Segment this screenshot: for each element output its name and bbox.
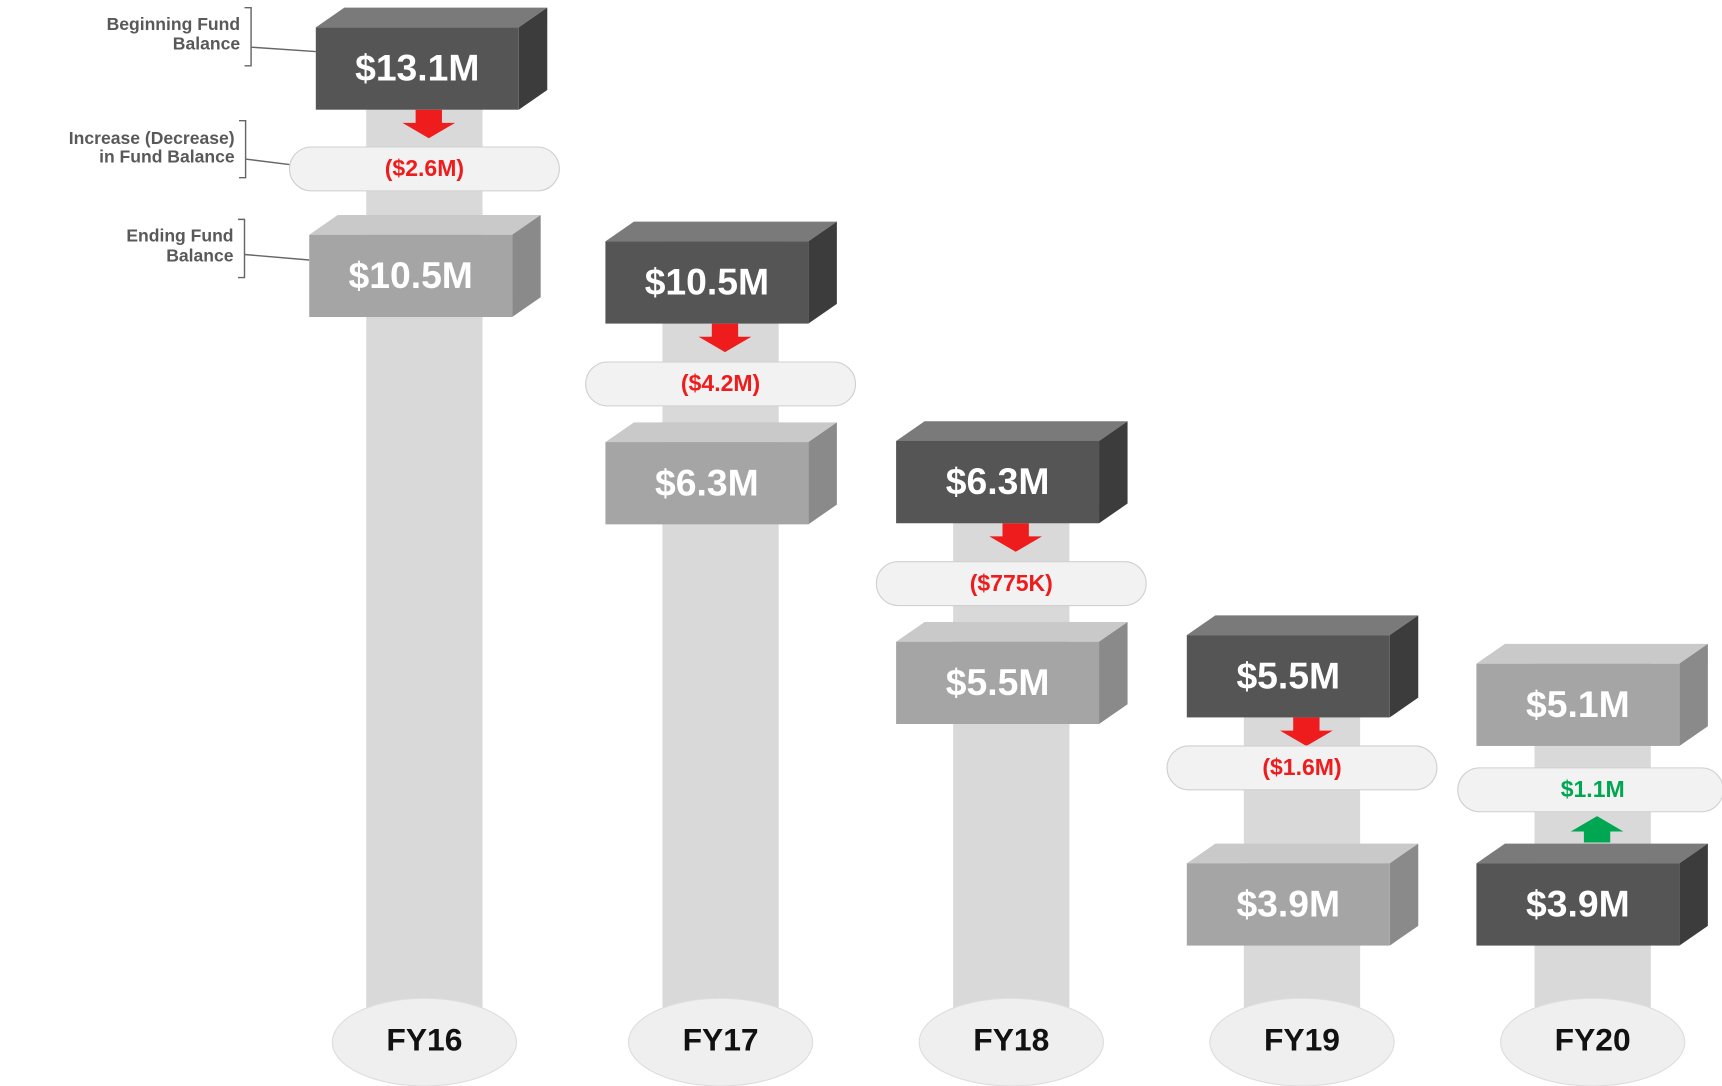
bracket: [244, 6, 316, 67]
year-label: FY20: [1555, 1022, 1631, 1058]
change-label: ($4.2M): [681, 370, 760, 396]
year-label: FY16: [386, 1022, 462, 1058]
legend-text: Balance: [166, 245, 234, 265]
year-label: FY17: [683, 1022, 759, 1058]
box-side: [1389, 843, 1419, 946]
box-top: [896, 421, 1128, 441]
legend-text: Increase (Decrease): [69, 128, 235, 148]
box-label: $10.5M: [645, 261, 769, 303]
box-front: [896, 641, 1100, 724]
change-pill: [1457, 767, 1722, 813]
box-front: [315, 27, 519, 110]
box-top: [1186, 843, 1419, 864]
box-side: [1099, 621, 1128, 724]
box-top: [605, 221, 837, 242]
box-front: [1186, 635, 1390, 718]
box-side: [1099, 421, 1128, 524]
box-front: [896, 440, 1100, 524]
legend-text: Balance: [173, 34, 241, 54]
year-badge: [918, 997, 1104, 1086]
year-label: FY19: [1264, 1022, 1340, 1058]
box-label: $3.9M: [1526, 882, 1630, 924]
box-label: $5.5M: [1236, 654, 1340, 696]
arrow: [698, 323, 752, 353]
box-side: [808, 422, 837, 525]
legend-text: Ending Fund: [126, 226, 233, 246]
change-pill: [288, 146, 560, 192]
box-top: [1476, 643, 1708, 664]
arrow: [1570, 816, 1624, 843]
arrow: [402, 109, 456, 139]
change-pill: [1166, 745, 1438, 791]
box-front: [1186, 863, 1390, 946]
box-side: [1389, 615, 1419, 718]
change-pill: [585, 361, 857, 407]
box-front: [1476, 663, 1680, 746]
year-label: FY18: [973, 1022, 1049, 1058]
year-badge: [627, 997, 814, 1086]
box-top: [1186, 615, 1419, 636]
box-side: [512, 215, 541, 318]
year-badge: [1209, 997, 1395, 1086]
year-badge: [331, 997, 518, 1086]
box-front: [1476, 863, 1680, 946]
box-label: $10.5M: [349, 254, 473, 296]
legend: [237, 6, 316, 279]
box-side: [1679, 643, 1708, 746]
box-front: [605, 442, 809, 525]
legend-text: Beginning Fund: [107, 14, 241, 34]
box-label: $5.5M: [946, 661, 1050, 703]
change-label: ($2.6M): [385, 155, 464, 181]
legend-text: in Fund Balance: [99, 147, 235, 167]
year-badge: [1500, 997, 1686, 1086]
change-label: ($1.6M): [1262, 754, 1341, 780]
box-label: $5.1M: [1526, 683, 1630, 725]
change-label: ($775K): [970, 570, 1053, 596]
box-side: [808, 221, 837, 324]
box-top: [896, 621, 1128, 642]
box-label: $13.1M: [355, 47, 479, 89]
box-side: [1679, 843, 1708, 946]
pillar: [662, 241, 779, 1010]
box-top: [605, 422, 837, 443]
box-top: [315, 7, 548, 28]
box-label: $3.9M: [1236, 882, 1340, 924]
change-label: $1.1M: [1561, 776, 1625, 802]
box-top: [309, 215, 541, 235]
bracket: [237, 218, 310, 279]
bracket: [239, 119, 290, 179]
change-pill: [875, 561, 1147, 607]
box-top: [1476, 843, 1708, 864]
box-front: [309, 234, 513, 318]
box-front: [605, 241, 809, 324]
box-label: $6.3M: [946, 460, 1050, 502]
box-label: $6.3M: [655, 461, 759, 503]
box-side: [518, 7, 548, 110]
